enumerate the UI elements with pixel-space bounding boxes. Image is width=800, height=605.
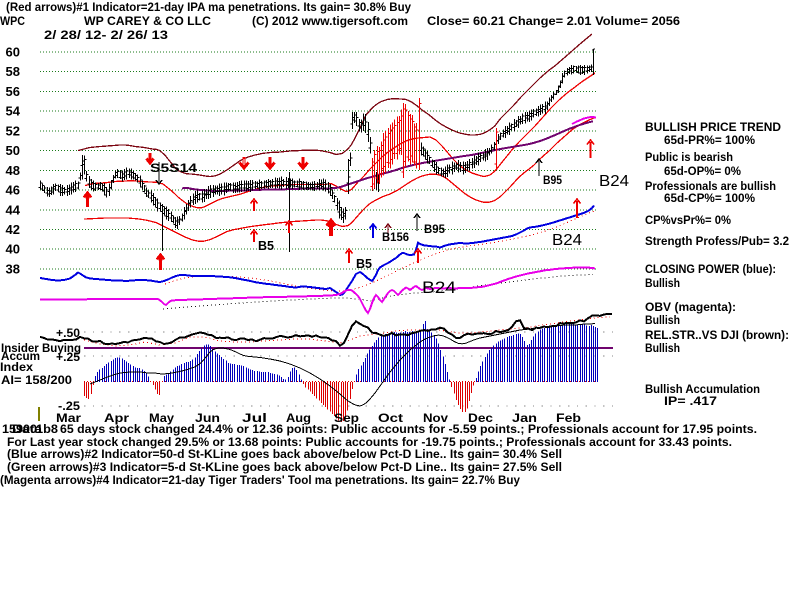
svg-text:Sep: Sep	[334, 411, 359, 425]
svg-text:Aug: Aug	[286, 411, 311, 425]
svg-text:Jul: Jul	[242, 411, 267, 425]
svg-text:May: May	[149, 411, 174, 425]
svg-text:50: 50	[6, 143, 20, 158]
svg-text:48: 48	[6, 163, 20, 178]
svg-text:65d-PR%= 100%: 65d-PR%= 100%	[664, 133, 755, 147]
svg-text:IP= .417: IP= .417	[664, 394, 717, 408]
svg-text:65 days stock changed 24.4% o: 65 days stock changed 24.4% or 12.36 poi…	[60, 422, 757, 436]
svg-text:OBV (magenta):: OBV (magenta):	[645, 300, 736, 314]
svg-text:58: 58	[6, 64, 20, 79]
svg-text:B24: B24	[552, 232, 582, 249]
svg-text:S5S14: S5S14	[150, 161, 197, 175]
svg-text:Bullish Accumulation: Bullish Accumulation	[645, 382, 760, 396]
svg-text:-.25: -.25	[58, 399, 80, 413]
svg-text:WPC: WPC	[0, 14, 25, 28]
svg-text:Nov: Nov	[423, 411, 448, 425]
svg-text:+.50: +.50	[56, 326, 80, 340]
svg-text:40: 40	[6, 242, 20, 257]
svg-text:B24: B24	[422, 278, 456, 297]
svg-text:Index: Index	[0, 360, 33, 374]
svg-text:65d-OP%= 0%: 65d-OP%= 0%	[664, 164, 741, 178]
svg-text:Feb: Feb	[556, 411, 581, 425]
svg-text:15900: 15900	[2, 422, 37, 436]
svg-text:Strength Profess/Pub= 3.2: Strength Profess/Pub= 3.2	[645, 234, 789, 248]
svg-text:Jan: Jan	[512, 411, 537, 425]
svg-text:B24: B24	[599, 173, 629, 190]
svg-text:CLOSING POWER (blue):: CLOSING POWER (blue):	[645, 262, 776, 276]
svg-text:CP%vsPr%= 0%: CP%vsPr%= 0%	[645, 213, 731, 227]
svg-text:Data: Data	[12, 422, 42, 436]
svg-text:+.25: +.25	[56, 350, 80, 364]
svg-text:Close= 60.21 Change= 2.01 Vo: Close= 60.21 Change= 2.01 Volume= 2056	[427, 14, 680, 28]
svg-text:Public is bearish: Public is bearish	[645, 150, 733, 164]
svg-text:54: 54	[6, 104, 21, 119]
svg-text:Bullish: Bullish	[645, 313, 680, 327]
svg-text:42: 42	[6, 222, 20, 237]
svg-text:For Last year stock changed 2: For Last year stock changed 29.5% or 13.…	[7, 435, 732, 449]
svg-text:Bullish: Bullish	[645, 341, 680, 355]
svg-text:(Magenta arrows)#4 Indicator=2: (Magenta arrows)#4 Indicator=21-day Tige…	[0, 473, 520, 487]
svg-text:REL.STR..VS DJI (brown):: REL.STR..VS DJI (brown):	[645, 328, 789, 342]
svg-text:AI= 158/200: AI= 158/200	[1, 373, 72, 387]
svg-text:44: 44	[6, 202, 21, 217]
svg-text:Accum: Accum	[1, 349, 40, 363]
svg-text:BULLISH PRICE TREND: BULLISH PRICE TREND	[645, 120, 781, 134]
svg-text:Oct: Oct	[378, 411, 403, 425]
svg-text:1b8: 1b8	[36, 422, 58, 436]
svg-text:38: 38	[6, 261, 20, 276]
svg-text:WP CAREY & CO LLC: WP CAREY & CO LLC	[84, 14, 211, 28]
svg-text:Bullish: Bullish	[645, 276, 680, 290]
svg-text:2/ 28/ 12- 2/ 26/ 13: 2/ 28/ 12- 2/ 26/ 13	[44, 28, 168, 42]
svg-text:Jun: Jun	[195, 411, 220, 425]
svg-text:65d-CP%= 100%: 65d-CP%= 100%	[664, 191, 755, 205]
svg-text:B5: B5	[258, 238, 274, 253]
svg-text:Dec: Dec	[468, 411, 493, 425]
svg-text:(Red arrows)#1 Indicator=21-da: (Red arrows)#1 Indicator=21-day IPA ma p…	[6, 0, 411, 14]
svg-text:60: 60	[6, 45, 20, 60]
svg-text:Insider Buying: Insider Buying	[1, 341, 81, 355]
svg-text:Mar: Mar	[56, 411, 81, 425]
svg-text:Professionals are bullish: Professionals are bullish	[645, 179, 776, 193]
svg-text:46: 46	[6, 183, 20, 198]
svg-text:B156: B156	[382, 230, 409, 244]
svg-text:B95: B95	[424, 222, 445, 236]
svg-text:B5: B5	[356, 256, 372, 271]
svg-text:52: 52	[6, 123, 20, 138]
svg-text:(C) 2012 www.tigersoft.com: (C) 2012 www.tigersoft.com	[252, 14, 408, 28]
svg-text:56: 56	[6, 84, 20, 99]
svg-text:(Green arrows)#3 Indicator=5-d: (Green arrows)#3 Indicator=5-d St-KLine …	[7, 460, 562, 474]
svg-text:B95: B95	[543, 173, 562, 187]
svg-text:(Blue arrows)#2 Indicator=50-d: (Blue arrows)#2 Indicator=50-d St-KLine …	[7, 447, 562, 461]
svg-text:Apr: Apr	[104, 411, 129, 425]
